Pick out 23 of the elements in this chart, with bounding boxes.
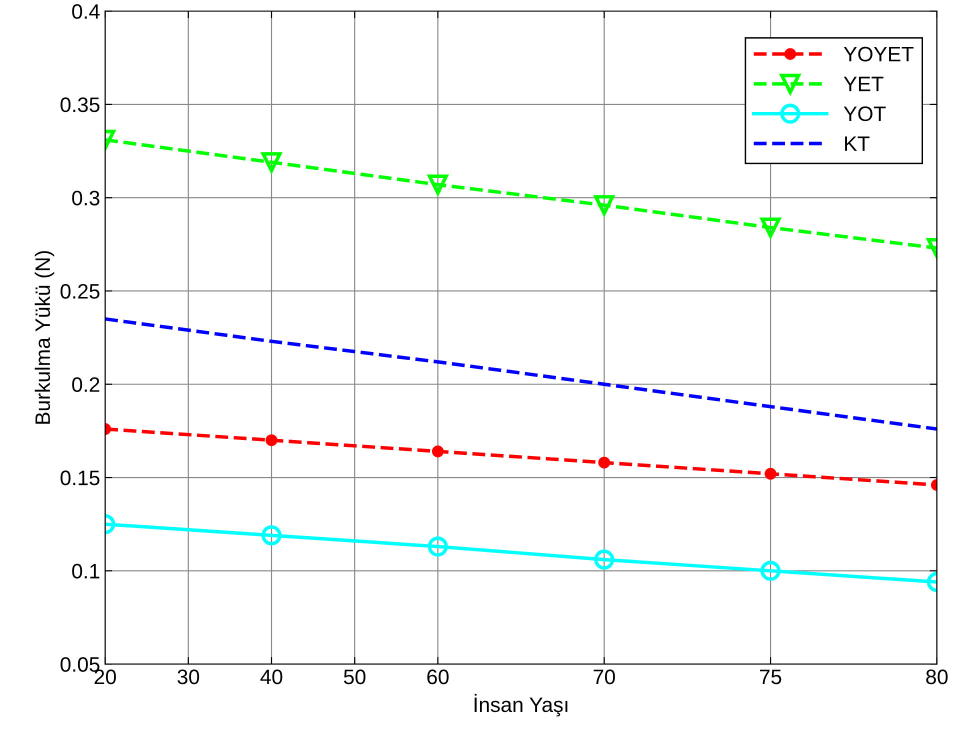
- x-tick-label: 30: [178, 670, 200, 684]
- legend-label: KT: [845, 136, 870, 151]
- y-tick-label: 0.2: [72, 377, 100, 392]
- y-tick-label: 0.05: [60, 657, 100, 672]
- y-tick-label: 0.15: [60, 470, 100, 486]
- x-tick-label: 70: [594, 670, 615, 684]
- x-tick-label: 20: [94, 670, 116, 684]
- y-tick-label: 0.1: [72, 564, 100, 579]
- x-tick-label: 60: [427, 670, 449, 684]
- y-tick-label: 0.4: [72, 4, 100, 19]
- y-tick-label: 0.3: [72, 190, 100, 206]
- x-tick-label: 75: [760, 670, 782, 684]
- x-tick-label: 50: [344, 670, 366, 684]
- y-tick-label: 0.35: [60, 97, 100, 112]
- legend-label: YOT: [844, 106, 886, 122]
- line-series: [105, 317, 937, 431]
- x-tick-label: 80: [926, 670, 948, 684]
- y-tick-label: 0.25: [60, 284, 100, 299]
- x-tick-label: 40: [260, 670, 282, 684]
- y-axis-title: Burkulma Yükü (N): [34, 251, 54, 424]
- legend-label: YOYET: [844, 46, 914, 62]
- legend-label: YET: [844, 76, 884, 92]
- x-axis-title: İnsan Yaşı: [474, 694, 568, 716]
